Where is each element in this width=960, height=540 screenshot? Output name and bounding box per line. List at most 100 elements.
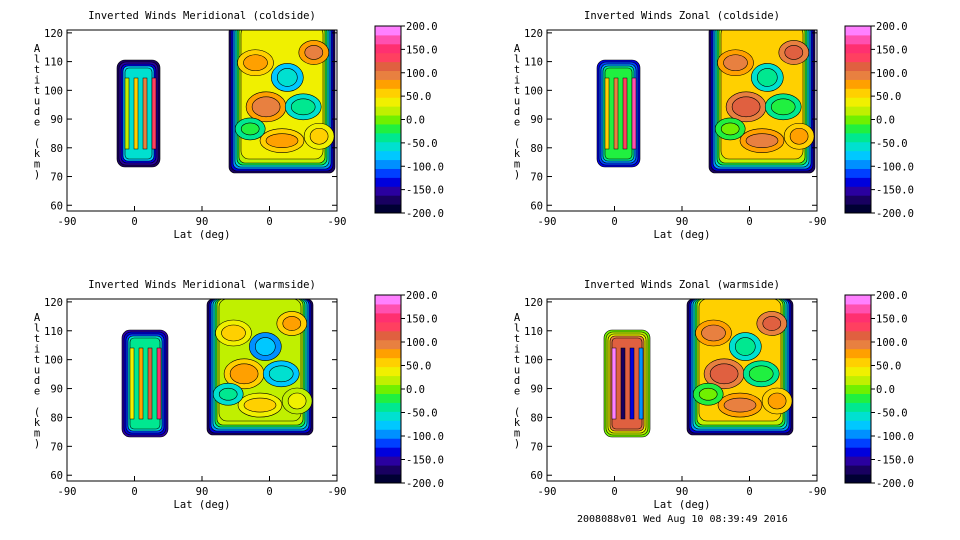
y-tick-label: 80: [530, 143, 543, 155]
colorbar-tick-label: 100.0: [876, 68, 908, 80]
colorbar-tick-label: 0.0: [406, 115, 425, 127]
y-tick-label: 90: [530, 384, 543, 396]
colorbar-tick-label: -200.0: [876, 478, 914, 490]
colorbar-tick-label: 50.0: [406, 91, 431, 103]
x-tick-label: -90: [538, 216, 557, 228]
contour-feature: [720, 122, 740, 136]
y-tick-label: 120: [524, 28, 543, 40]
colorbar-swatch: [845, 438, 871, 448]
contour-stripe: [124, 77, 130, 150]
contour-feature: [287, 392, 307, 410]
contour-stripe: [638, 347, 644, 420]
colorbar-swatch: [845, 366, 871, 377]
colorbar-swatch: [845, 447, 871, 457]
chart-panel-2: Inverted Winds Zonal (coldside) 120 110 100…: [514, 10, 914, 241]
colorbar-swatch: [845, 141, 871, 152]
colorbar-swatch: [375, 321, 401, 332]
colorbar-swatch: [375, 312, 401, 323]
contour-stripe: [613, 77, 619, 150]
colorbar-swatch: [845, 70, 871, 80]
colorbar-swatch: [845, 43, 871, 54]
x-axis-label: Lat (deg): [174, 229, 231, 241]
colorbar-swatch: [845, 150, 871, 161]
colorbar-tick-label: -100.0: [406, 431, 444, 443]
contour-stripe: [156, 347, 162, 420]
x-tick-label: -90: [58, 216, 77, 228]
colorbar-swatch: [375, 303, 401, 314]
y-tick-label: 120: [44, 297, 63, 309]
colorbar-swatch: [375, 150, 401, 161]
y-tick-label: 110: [524, 326, 543, 338]
contour-stripe: [151, 77, 157, 150]
contour-feature: [762, 316, 782, 331]
y-tick-label: 100: [44, 355, 63, 367]
colorbar-swatch: [845, 97, 871, 107]
contour-feature: [748, 365, 774, 383]
contour-stripe: [604, 77, 610, 150]
contour-feature: [701, 324, 726, 342]
x-tick-label: 0: [746, 486, 752, 498]
colorbar-swatch: [375, 186, 401, 196]
colorbar-swatch: [845, 88, 871, 98]
colorbar: 200.0 150.0 100.0 50.0 0.0 -50.0 -100.0 -150.0 -…: [844, 21, 914, 220]
colorbar-swatch: [375, 177, 401, 187]
colorbar-swatch: [375, 43, 401, 54]
contour-feature: [218, 387, 238, 401]
y-tick-label: 110: [524, 57, 543, 69]
colorbar-swatch: [375, 168, 401, 178]
y-tick-label: 60: [50, 200, 63, 212]
y-tick-label: 60: [530, 200, 543, 212]
y-tick-label: 60: [530, 470, 543, 482]
contour-feature: [243, 397, 277, 413]
colorbar-tick-label: -100.0: [876, 431, 914, 443]
contour-stripe: [629, 347, 635, 420]
x-tick-label: -90: [538, 486, 557, 498]
y-tick-label: 70: [50, 441, 63, 453]
colorbar: 200.0 150.0 100.0 50.0 0.0 -50.0 -100.0 -150.0 -…: [844, 290, 914, 490]
colorbar-swatch: [845, 429, 871, 439]
x-axis-label: Lat (deg): [174, 499, 231, 511]
colorbar-swatch: [375, 141, 401, 152]
colorbar-swatch: [375, 393, 401, 403]
colorbar-swatch: [845, 384, 871, 394]
colorbar-swatch: [375, 474, 401, 484]
colorbar-swatch: [375, 438, 401, 448]
contour-stripe: [138, 347, 144, 420]
x-axis-label: Lat (deg): [654, 499, 711, 511]
colorbar-tick-label: -200.0: [406, 478, 444, 490]
chart-title: Inverted Winds Meridional (coldside): [88, 10, 316, 22]
colorbar-tick-label: -50.0: [406, 408, 438, 420]
colorbar-tick-label: 200.0: [406, 290, 438, 302]
colorbar-tick-label: -200.0: [406, 208, 444, 220]
colorbar-swatch: [375, 384, 401, 394]
colorbar-swatch: [375, 52, 401, 63]
contour-feature: [789, 127, 809, 145]
contour-feature: [723, 397, 757, 413]
x-tick-label: -90: [808, 486, 827, 498]
colorbar-tick-label: 50.0: [876, 91, 901, 103]
colorbar-swatch: [845, 132, 871, 143]
colorbar-swatch: [375, 429, 401, 439]
contour-feature: [254, 337, 276, 356]
colorbar-swatch: [375, 411, 401, 421]
colorbar-swatch: [845, 79, 871, 89]
chart-panel-4: Inverted Winds Zonal (warmside) 120 110 100…: [514, 279, 914, 511]
colorbar-tick-label: -50.0: [876, 408, 908, 420]
x-tick-label: -90: [328, 486, 347, 498]
colorbar-swatch: [375, 88, 401, 98]
colorbar-swatch: [845, 186, 871, 196]
colorbar-swatch: [845, 321, 871, 332]
colorbar-swatch: [845, 456, 871, 466]
footer-timestamp: 2008088v01 Wed Aug 10 08:39:49 2016: [577, 514, 788, 525]
contour-feature: [251, 96, 281, 118]
colorbar-tick-label: -150.0: [406, 455, 444, 467]
colorbar-tick-label: -50.0: [406, 138, 438, 150]
chart-title: Inverted Winds Meridional (warmside): [88, 279, 316, 291]
y-tick-label: 100: [44, 85, 63, 97]
contour-feature: [221, 324, 246, 342]
colorbar-tick-label: 150.0: [876, 314, 908, 326]
contour-stripe: [142, 77, 148, 150]
